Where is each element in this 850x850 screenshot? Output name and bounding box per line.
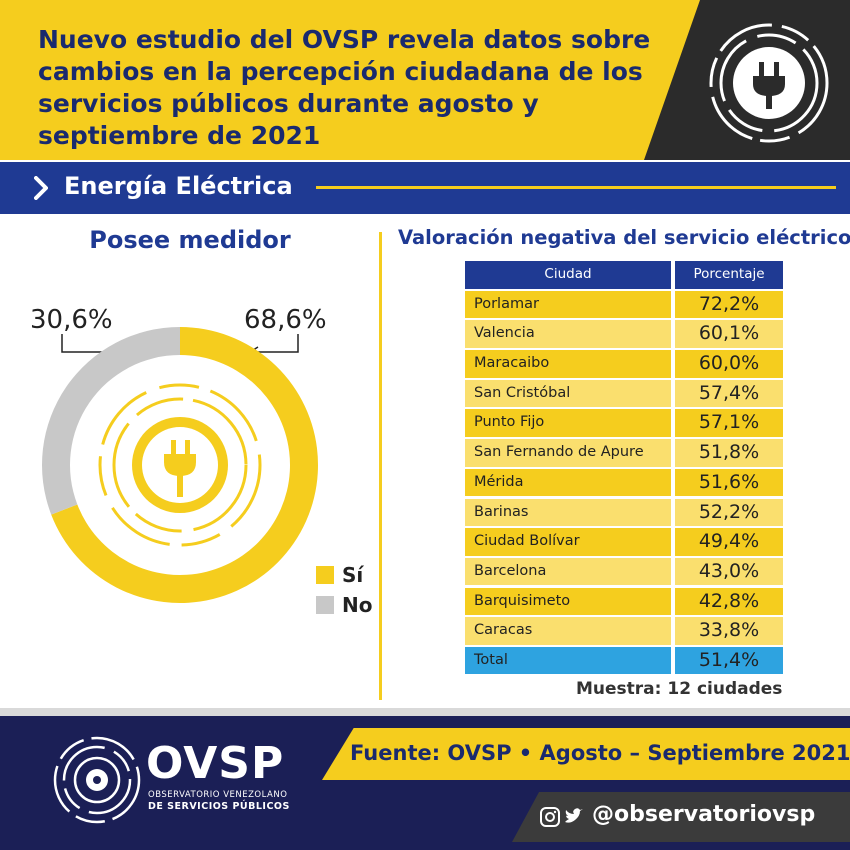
- table-total-row: Total 51,4%: [465, 646, 783, 676]
- donut-chart: [41, 327, 319, 603]
- legend-label: Sí: [342, 563, 364, 587]
- brand-subtitle: DE SERVICIOS PÚBLICOS: [148, 801, 290, 812]
- header-banner: [0, 0, 700, 160]
- table-row: Maracaibo 60,0%: [465, 349, 783, 379]
- city-cell: Valencia: [465, 320, 671, 348]
- table-title: Valoración negativa del servicio eléctri…: [398, 226, 850, 249]
- chevron-right-icon: [34, 176, 48, 200]
- table-row: San Fernando de Apure 51,8%: [465, 438, 783, 468]
- percent-cell: 51,8%: [675, 439, 783, 467]
- city-cell: Barquisimeto: [465, 587, 671, 616]
- ovsp-logo-icon: [53, 736, 141, 824]
- percent-cell: 57,1%: [675, 409, 783, 437]
- city-cell: Maracaibo: [465, 350, 671, 378]
- city-cell: San Cristóbal: [465, 379, 671, 408]
- brand-name: OVSP: [146, 738, 285, 789]
- percent-cell: 57,4%: [675, 379, 783, 408]
- footer-strip: [0, 708, 850, 716]
- percent-cell: 33,8%: [675, 617, 783, 645]
- table-row: Punto Fijo 57,1%: [465, 408, 783, 438]
- legend-label: No: [342, 593, 373, 617]
- table-row: Barcelona 43,0%: [465, 557, 783, 587]
- table-row: Valencia 60,1%: [465, 319, 783, 349]
- table-header-row: Ciudad Porcentaje: [465, 260, 783, 290]
- percent-cell: 49,4%: [675, 528, 783, 556]
- plug-icon: [709, 23, 829, 143]
- table-row: Porlamar 72,2%: [465, 290, 783, 320]
- donut-chart-title: Posee medidor: [89, 226, 291, 254]
- column-header: Porcentaje: [675, 261, 783, 289]
- legend-swatch: [316, 566, 334, 584]
- column-divider: [379, 232, 382, 700]
- twitter-icon: [565, 808, 583, 823]
- city-cell: San Fernando de Apure: [465, 439, 671, 467]
- city-cell: Ciudad Bolívar: [465, 528, 671, 556]
- city-cell: Punto Fijo: [465, 409, 671, 437]
- instagram-icon: [540, 807, 560, 827]
- column-header: Ciudad: [465, 261, 671, 289]
- city-cell: Mérida: [465, 468, 671, 497]
- percent-cell: 52,2%: [675, 498, 783, 526]
- city-cell: Porlamar: [465, 290, 671, 319]
- donut-slice-no: [41, 327, 180, 515]
- total-label: Total: [465, 646, 671, 675]
- percent-cell: 60,1%: [675, 320, 783, 348]
- percent-cell: 60,0%: [675, 350, 783, 378]
- legend-swatch: [316, 596, 334, 614]
- sample-note: Muestra: 12 ciudades: [576, 679, 783, 699]
- city-cell: Barinas: [465, 498, 671, 526]
- social-icons: [540, 807, 583, 827]
- social-handle: @observatoriovsp: [592, 802, 816, 827]
- table-row: Mérida 51,6%: [465, 468, 783, 498]
- legend-item-si: Sí: [316, 563, 363, 587]
- percent-cell: 42,8%: [675, 587, 783, 616]
- table-row: Caracas 33,8%: [465, 616, 783, 646]
- table-row: Barquisimeto 42,8%: [465, 587, 783, 617]
- slice-label-si: 68,6%: [244, 305, 327, 335]
- page-title: Nuevo estudio del OVSP revela datos sobr…: [38, 25, 651, 150]
- percent-cell: 43,0%: [675, 557, 783, 586]
- table-row: San Cristóbal 57,4%: [465, 379, 783, 409]
- percent-cell: 51,6%: [675, 468, 783, 497]
- brand-subtitle: OBSERVATORIO VENEZOLANO: [148, 790, 288, 800]
- percent-cell: 72,2%: [675, 290, 783, 319]
- source-text: Fuente: OVSP • Agosto – Septiembre 2021: [350, 741, 850, 765]
- section-divider: [316, 186, 836, 189]
- slice-label-no: 30,6%: [30, 305, 113, 335]
- section-title: Energía Eléctrica: [64, 172, 293, 200]
- data-table: Ciudad Porcentaje Porlamar 72,2% Valencia 6…: [465, 260, 783, 676]
- table-row: Barinas 52,2%: [465, 498, 783, 528]
- city-cell: Barcelona: [465, 557, 671, 586]
- table-row: Ciudad Bolívar 49,4%: [465, 527, 783, 557]
- legend-item-no: No: [316, 593, 372, 617]
- total-value: 51,4%: [675, 646, 783, 675]
- source-banner: [322, 728, 850, 780]
- plug-icon: [98, 383, 262, 547]
- city-cell: Caracas: [465, 617, 671, 645]
